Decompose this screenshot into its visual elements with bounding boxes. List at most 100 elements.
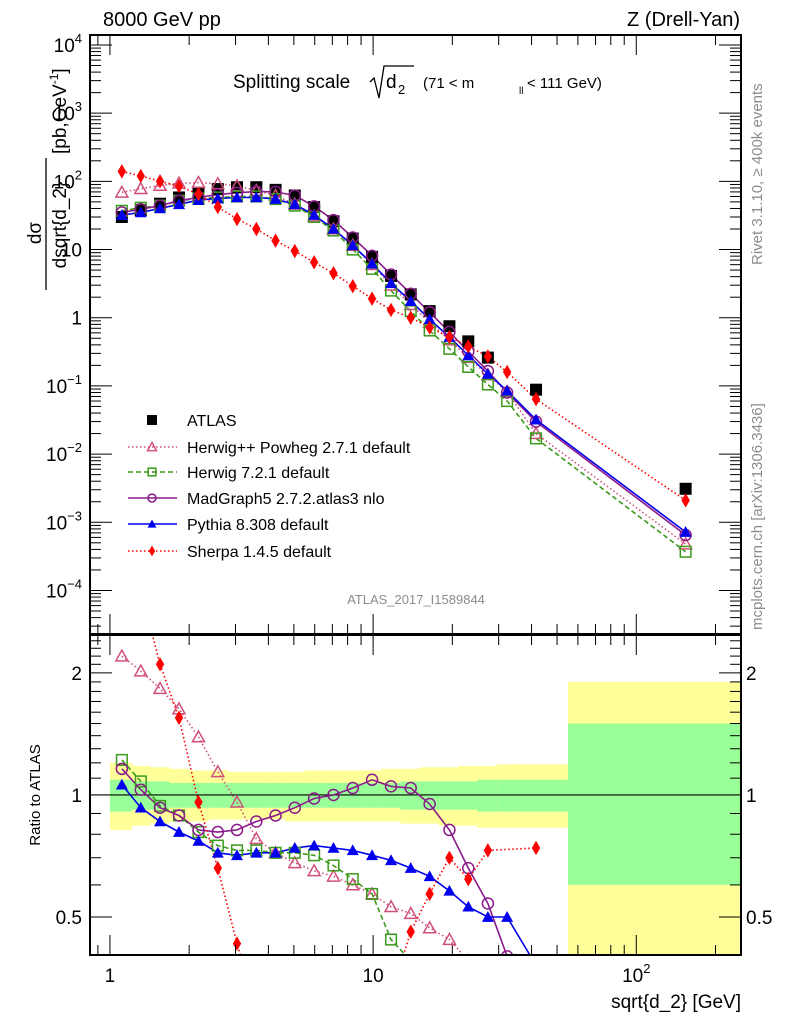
legend-marker-sherpa [148,545,156,557]
legend-marker-atlas [147,415,157,425]
ratio-point-pythia [192,834,205,846]
legend-label: Pythia 8.308 default [187,517,329,534]
x-tick-label: 10 [363,966,384,987]
main-point-sherpa [117,164,127,179]
ratio-point-pythia [211,846,224,858]
legend-item-sherpa: Sherpa 1.4.5 default [128,544,332,561]
ratio-point-pythia [530,959,542,970]
main-point-herwig7 [462,360,475,373]
ratio-point-herwigpp [287,855,303,869]
y-tick-label: 1 [71,309,82,330]
ratio-point-sherpa [155,657,165,672]
legend-label: Herwig++ Powheg 2.7.1 default [187,440,411,457]
main-point-sherpa [445,329,454,345]
ratio-point-herwig7 [463,1014,474,1024]
legend-marker-madgraph [147,493,157,503]
plot-title-text: Splitting scale [233,72,350,93]
y-label-unit: [pb,GeV-1] [47,68,71,154]
ratio-point-pythia [462,900,475,912]
ratio-point-pythia [308,839,321,851]
main-point-herwigpp [678,536,693,550]
legend-item-atlas: ATLAS [147,413,237,430]
header-left-label: 8000 GeV pp [103,9,221,31]
main-point-herwigpp [133,181,149,195]
main-line-madgraph [121,190,687,536]
main-point-sherpa [232,211,242,227]
ratio-y-tick-label: 2 [71,664,82,685]
main-point-pythia [501,384,514,396]
main-point-pythia [423,313,436,325]
y-tick-label: 103 [54,99,82,125]
header-right-label: Z (Drell-Yan) [627,9,740,31]
ratio-point-herwigpp [530,1001,542,1012]
ratio-line-sherpa [151,635,537,955]
ratio-point-pythia [115,778,128,790]
main-point-pythia [172,198,185,210]
ratio-point-herwigpp [383,899,399,913]
y-tick-label: 10−3 [46,508,82,534]
main-point-pythia [530,413,543,425]
main-point-herwigpp [152,177,168,192]
main-point-atlas [679,482,692,495]
ratio-point-herwigpp [191,729,206,743]
legend-item-madgraph: MadGraph5 2.7.2.atlas3 nlo [128,491,385,508]
plot-title-range-sub: ll [519,86,523,97]
ratio-point-herwigpp [152,680,168,695]
ratio-point-herwigpp [467,953,470,955]
main-point-pythia [269,193,282,204]
ratio-point-madgraph [134,783,148,796]
main-point-pythia [462,349,475,361]
ratio-point-herwigpp [422,920,437,934]
ratio-point-herwig7 [424,985,435,996]
main-point-sherpa [213,199,223,215]
ratio-point-pythia [423,870,436,882]
plot-title: Splitting scale d 2 (71 < m ll < 111 GeV… [233,65,602,99]
ratio-point-madgraph [211,825,225,839]
main-line-herwigpp [121,181,687,545]
ratio-point-sherpa [232,936,242,951]
main-point-pythia [679,526,692,537]
ratio-point-herwigpp [210,764,226,778]
ratio-y-tick-label: 0.5 [56,908,82,929]
ratio-point-madgraph [115,762,129,776]
ratio-point-sherpa [213,860,223,876]
main-point-sherpa [155,174,165,189]
main-point-sherpa [271,233,280,248]
ratio-point-madgraph [250,815,263,828]
ratio-point-herwig7 [366,887,379,900]
plot-title-range-end: < 111 GeV) [527,75,602,92]
ratio-point-sherpa [137,583,145,597]
ratio-point-herwigpp [249,831,264,845]
ratio-point-pythia [172,826,185,837]
ratio-point-madgraph [327,788,340,802]
ratio-point-pythia [154,815,167,827]
main-point-herwigpp [114,184,130,198]
ratio-line-pythia [121,784,531,955]
ratio-point-herwig7 [346,873,359,886]
ratio-point-madgraph [384,780,398,793]
ratio-point-madgraph [153,801,167,814]
ratio-point-sherpa [194,794,203,810]
main-point-pythia [154,202,167,214]
ratio-point-sherpa [425,886,434,902]
main-point-pythia [115,209,128,220]
ratio-point-madgraph [307,792,321,805]
ratio-point-sherpa [406,924,415,939]
y-label-numerator: dσ [25,222,46,245]
plot-title-d-sub: 2 [398,82,405,97]
main-point-sherpa [367,291,377,306]
main-point-sherpa [502,364,512,380]
ratio-point-sherpa [118,523,126,537]
legend-marker-herwig7 [147,467,157,477]
legend-item-herwig7: Herwig 7.2.1 default [128,465,330,482]
main-point-herwig7 [501,394,514,408]
y-label-denominator: dsqrt{d_2} [50,182,71,269]
ratio-point-sherpa [174,710,184,725]
ratio-point-madgraph [423,797,436,811]
ratio-point-sherpa [483,843,493,858]
ratio-point-madgraph [500,950,514,955]
ratio-point-herwigpp [229,794,245,808]
ratio-point-madgraph [230,823,244,837]
ratio-series-markers [114,523,542,1024]
